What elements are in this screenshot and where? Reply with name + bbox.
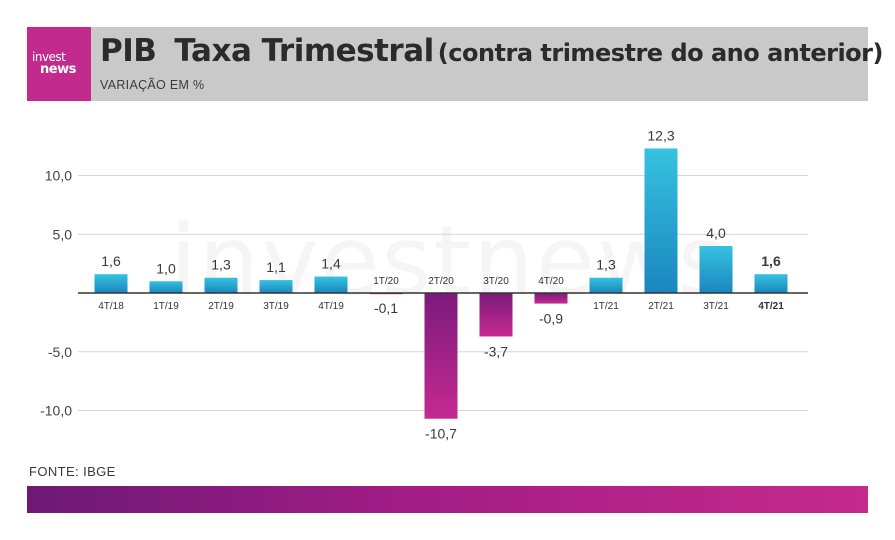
x-tick-label: 1T/20 bbox=[373, 276, 399, 287]
y-tick-label: -10,0 bbox=[40, 403, 72, 419]
bar-3T/21 bbox=[699, 246, 733, 293]
value-label: 12,3 bbox=[647, 127, 674, 143]
x-tick-label: 3T/20 bbox=[483, 276, 509, 287]
investnews-logo: invest news bbox=[27, 27, 91, 101]
y-tick-label: 10,0 bbox=[45, 168, 72, 184]
logo-text-invest: invest bbox=[32, 50, 66, 64]
bar-4T/20 bbox=[534, 293, 568, 304]
source-note: FONTE: IBGE bbox=[29, 464, 116, 479]
x-tick-label: 1T/19 bbox=[153, 301, 179, 312]
value-label: -0,9 bbox=[539, 311, 563, 327]
bar-4T/21 bbox=[754, 274, 788, 293]
bar-4T/18 bbox=[94, 274, 128, 293]
x-tick-label: 4T/20 bbox=[538, 276, 564, 287]
logo-text-news: news bbox=[40, 62, 76, 77]
x-tick-label: 4T/21 bbox=[758, 301, 784, 312]
y-tick-label: -5,0 bbox=[48, 344, 72, 360]
bar-3T/20 bbox=[479, 293, 513, 337]
footer-gradient-bar bbox=[27, 486, 868, 513]
bar-1T/19 bbox=[149, 281, 183, 293]
x-tick-label: 2T/21 bbox=[648, 301, 674, 312]
title-main: PIB bbox=[100, 33, 157, 69]
x-axis-labels: 4T/18 1T/19 2T/19 3T/19 4T/19 1T/20 2T/20 3T/20… bbox=[98, 276, 784, 312]
y-tick-label: 5,0 bbox=[53, 226, 73, 242]
x-tick-label: 2T/20 bbox=[428, 276, 454, 287]
x-tick-label: 2T/19 bbox=[208, 301, 234, 312]
value-label: 1,3 bbox=[211, 257, 231, 273]
chart-subtitle: VARIAÇÃO EM % bbox=[100, 78, 205, 92]
value-label: 1,3 bbox=[596, 257, 616, 273]
value-label: 1,1 bbox=[266, 259, 286, 275]
value-label: 4,0 bbox=[706, 225, 726, 241]
bar-4T/19 bbox=[314, 276, 348, 293]
bar-2T/20 bbox=[424, 293, 458, 419]
value-label: -3,7 bbox=[484, 343, 508, 359]
bar-3T/19 bbox=[259, 280, 293, 293]
bar-2T/19 bbox=[204, 277, 238, 293]
x-tick-label: 3T/21 bbox=[703, 301, 729, 312]
value-label: -0,1 bbox=[374, 300, 398, 316]
value-label: 1,6 bbox=[761, 253, 781, 269]
x-tick-label: 3T/19 bbox=[263, 301, 289, 312]
value-label: -10,7 bbox=[425, 426, 457, 442]
chart-title: PIB Taxa Trimestral (contra trimestre do a… bbox=[100, 33, 883, 69]
bar-1T/21 bbox=[589, 277, 623, 293]
title-secondary: Taxa Trimestral bbox=[174, 33, 434, 69]
value-label: 1,4 bbox=[321, 256, 341, 272]
x-tick-label: 4T/18 bbox=[98, 301, 124, 312]
value-label: 1,6 bbox=[101, 253, 121, 269]
value-label: 1,0 bbox=[156, 260, 176, 276]
x-tick-label: 1T/21 bbox=[593, 301, 619, 312]
value-labels: 1,6 1,0 1,3 1,1 1,4 -0,1 -10,7 -3,7 -0,9 1,3 12,3 4… bbox=[101, 127, 781, 441]
bar-2T/21 bbox=[644, 148, 678, 293]
bars bbox=[94, 148, 788, 419]
x-tick-label: 4T/19 bbox=[318, 301, 344, 312]
title-paren: (contra trimestre do ano anterior) bbox=[437, 39, 884, 67]
chart-header: invest news PIB Taxa Trimestral (contra tr… bbox=[27, 27, 883, 101]
y-axis-ticks: 10,0 5,0 -5,0 -10,0 bbox=[40, 168, 72, 419]
